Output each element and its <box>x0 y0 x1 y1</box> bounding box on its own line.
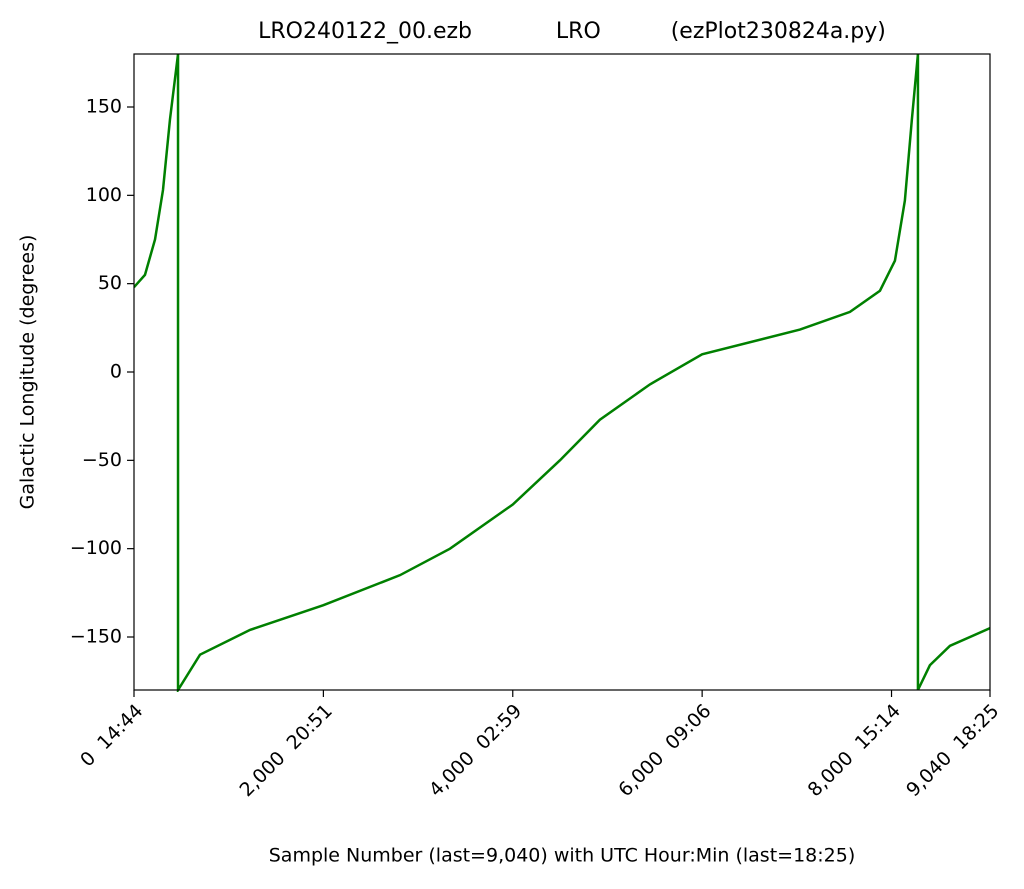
y-tick-label: −50 <box>82 449 122 471</box>
y-tick-label: −150 <box>70 626 122 648</box>
x-tick-label: 9,040 18:25 <box>902 700 1003 801</box>
x-tick-label: 4,000 02:59 <box>425 700 526 801</box>
x-axis-label: Sample Number (last=9,040) with UTC Hour… <box>269 845 856 867</box>
plot-frame <box>133 53 991 691</box>
chart-title: LRO240122_00.ezb LRO (ezPlot230824a.py) <box>258 19 886 44</box>
x-tick-label: 2,000 20:51 <box>236 700 337 801</box>
y-tick-label: 100 <box>86 184 122 206</box>
data-line <box>134 53 990 692</box>
x-tick-label: 6,000 09:06 <box>614 700 715 801</box>
x-tick-label: 0 14:44 <box>76 700 147 771</box>
y-tick-label: −100 <box>70 537 122 559</box>
y-tick-label: 50 <box>98 272 122 294</box>
y-tick-label: 150 <box>86 96 122 118</box>
x-tick-label: 8,000 15:14 <box>804 700 905 801</box>
y-axis-label: Galactic Longitude (degrees) <box>17 235 39 510</box>
y-tick-label: 0 <box>110 361 122 383</box>
